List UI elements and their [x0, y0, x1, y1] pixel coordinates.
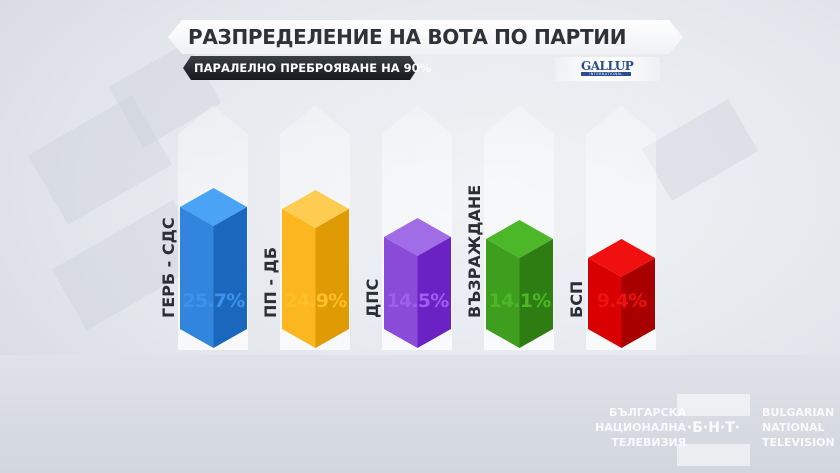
bar-cube	[588, 239, 655, 348]
broadcaster-name-bg: БЪЛГАРСКА НАЦИОНАЛНА ТЕЛЕВИЗИЯ	[595, 406, 687, 449]
bar-cube	[384, 218, 451, 348]
party-label: БСП	[567, 280, 586, 318]
party-label: ДПС	[363, 278, 382, 318]
bar-cube	[180, 188, 247, 348]
bar-column: 24.9%	[282, 0, 349, 473]
party-label: ВЪЗРАЖДАНЕ	[465, 184, 484, 318]
broadcaster-name-en: BULGARIAN NATIONAL TELEVISION	[762, 406, 835, 449]
bar-column: 9.4%	[588, 0, 655, 473]
bnt-logo-block-top	[677, 394, 750, 416]
bar-value-label: 14.1%	[488, 290, 552, 312]
bar-value-label: 14.5%	[386, 290, 450, 312]
bar-value-label: 9.4%	[596, 290, 647, 312]
bar-cube	[282, 190, 349, 348]
chart-subtitle: ПАРАЛЕЛНО ПРЕБРОЯВАНЕ НА 90%	[194, 61, 432, 75]
bar-column: 25.7%	[180, 0, 247, 473]
bnt-logo-block-bottom	[677, 444, 750, 466]
party-label: ПП - ДБ	[261, 246, 280, 318]
bar-value-label: 25.7%	[182, 290, 246, 312]
bnt-logo: ·Б·Н·Т·	[686, 420, 741, 436]
bar-column: 14.1%	[486, 0, 553, 473]
party-label: ГЕРБ - СДС	[159, 217, 178, 318]
chart-title: РАЗПРЕДЕЛЕНИЕ НА ВОТА ПО ПАРТИИ	[188, 25, 627, 49]
bar-column: 14.5%	[384, 0, 451, 473]
gallup-logo: GALLUP INTERNATIONAL	[581, 59, 634, 76]
bar-cube	[486, 220, 553, 348]
title-banner	[168, 20, 683, 54]
subtitle-banner	[183, 56, 418, 80]
bar-value-label: 24.9%	[284, 290, 348, 312]
source-logo-plate	[555, 57, 660, 81]
